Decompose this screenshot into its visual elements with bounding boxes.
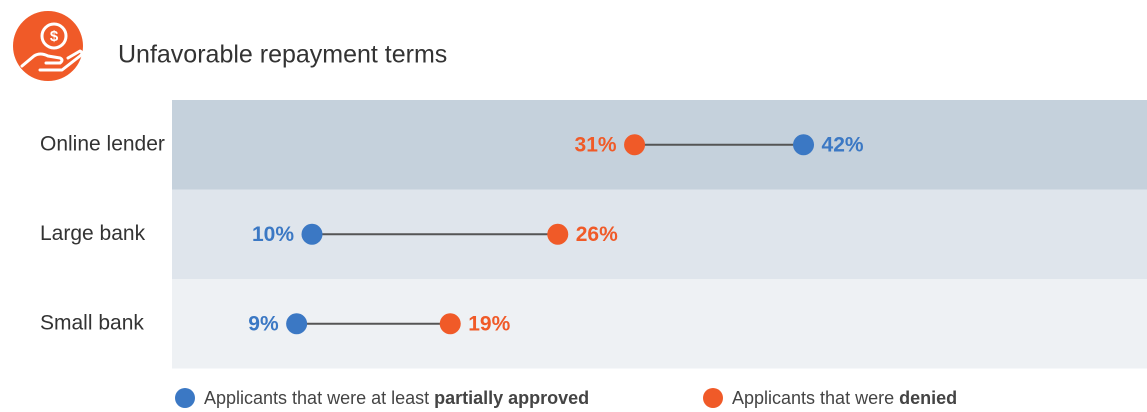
- chart-title: Unfavorable repayment terms: [118, 41, 447, 69]
- legend-text: Applicants that were: [732, 388, 894, 408]
- legend-label: Applicants that were at least partially a…: [204, 388, 589, 408]
- legend-marker: [175, 388, 195, 408]
- data-label: 31%: [575, 133, 617, 156]
- data-label: 26%: [576, 223, 618, 246]
- legend-text: Applicants that were at least: [204, 388, 429, 408]
- data-label: 19%: [468, 312, 510, 335]
- dot: [547, 223, 569, 245]
- data-label: 42%: [822, 133, 864, 156]
- legend-label: Applicants that were denied: [732, 388, 957, 408]
- y-tick-label: Online lender: [40, 132, 165, 155]
- dot: [439, 313, 461, 335]
- data-label: 10%: [252, 223, 294, 246]
- dot: [286, 313, 308, 335]
- legend-text-bold: denied: [899, 388, 957, 408]
- data-label: 9%: [248, 312, 279, 335]
- icon: $: [13, 11, 84, 81]
- legend-text-bold: partially approved: [434, 388, 589, 408]
- y-tick-label: Large bank: [40, 222, 146, 245]
- svg-text:$: $: [50, 28, 59, 45]
- dot: [624, 134, 646, 156]
- dot: [301, 223, 323, 245]
- dot: [793, 134, 815, 156]
- y-tick-label: Small bank: [40, 311, 144, 334]
- legend-marker: [703, 388, 723, 408]
